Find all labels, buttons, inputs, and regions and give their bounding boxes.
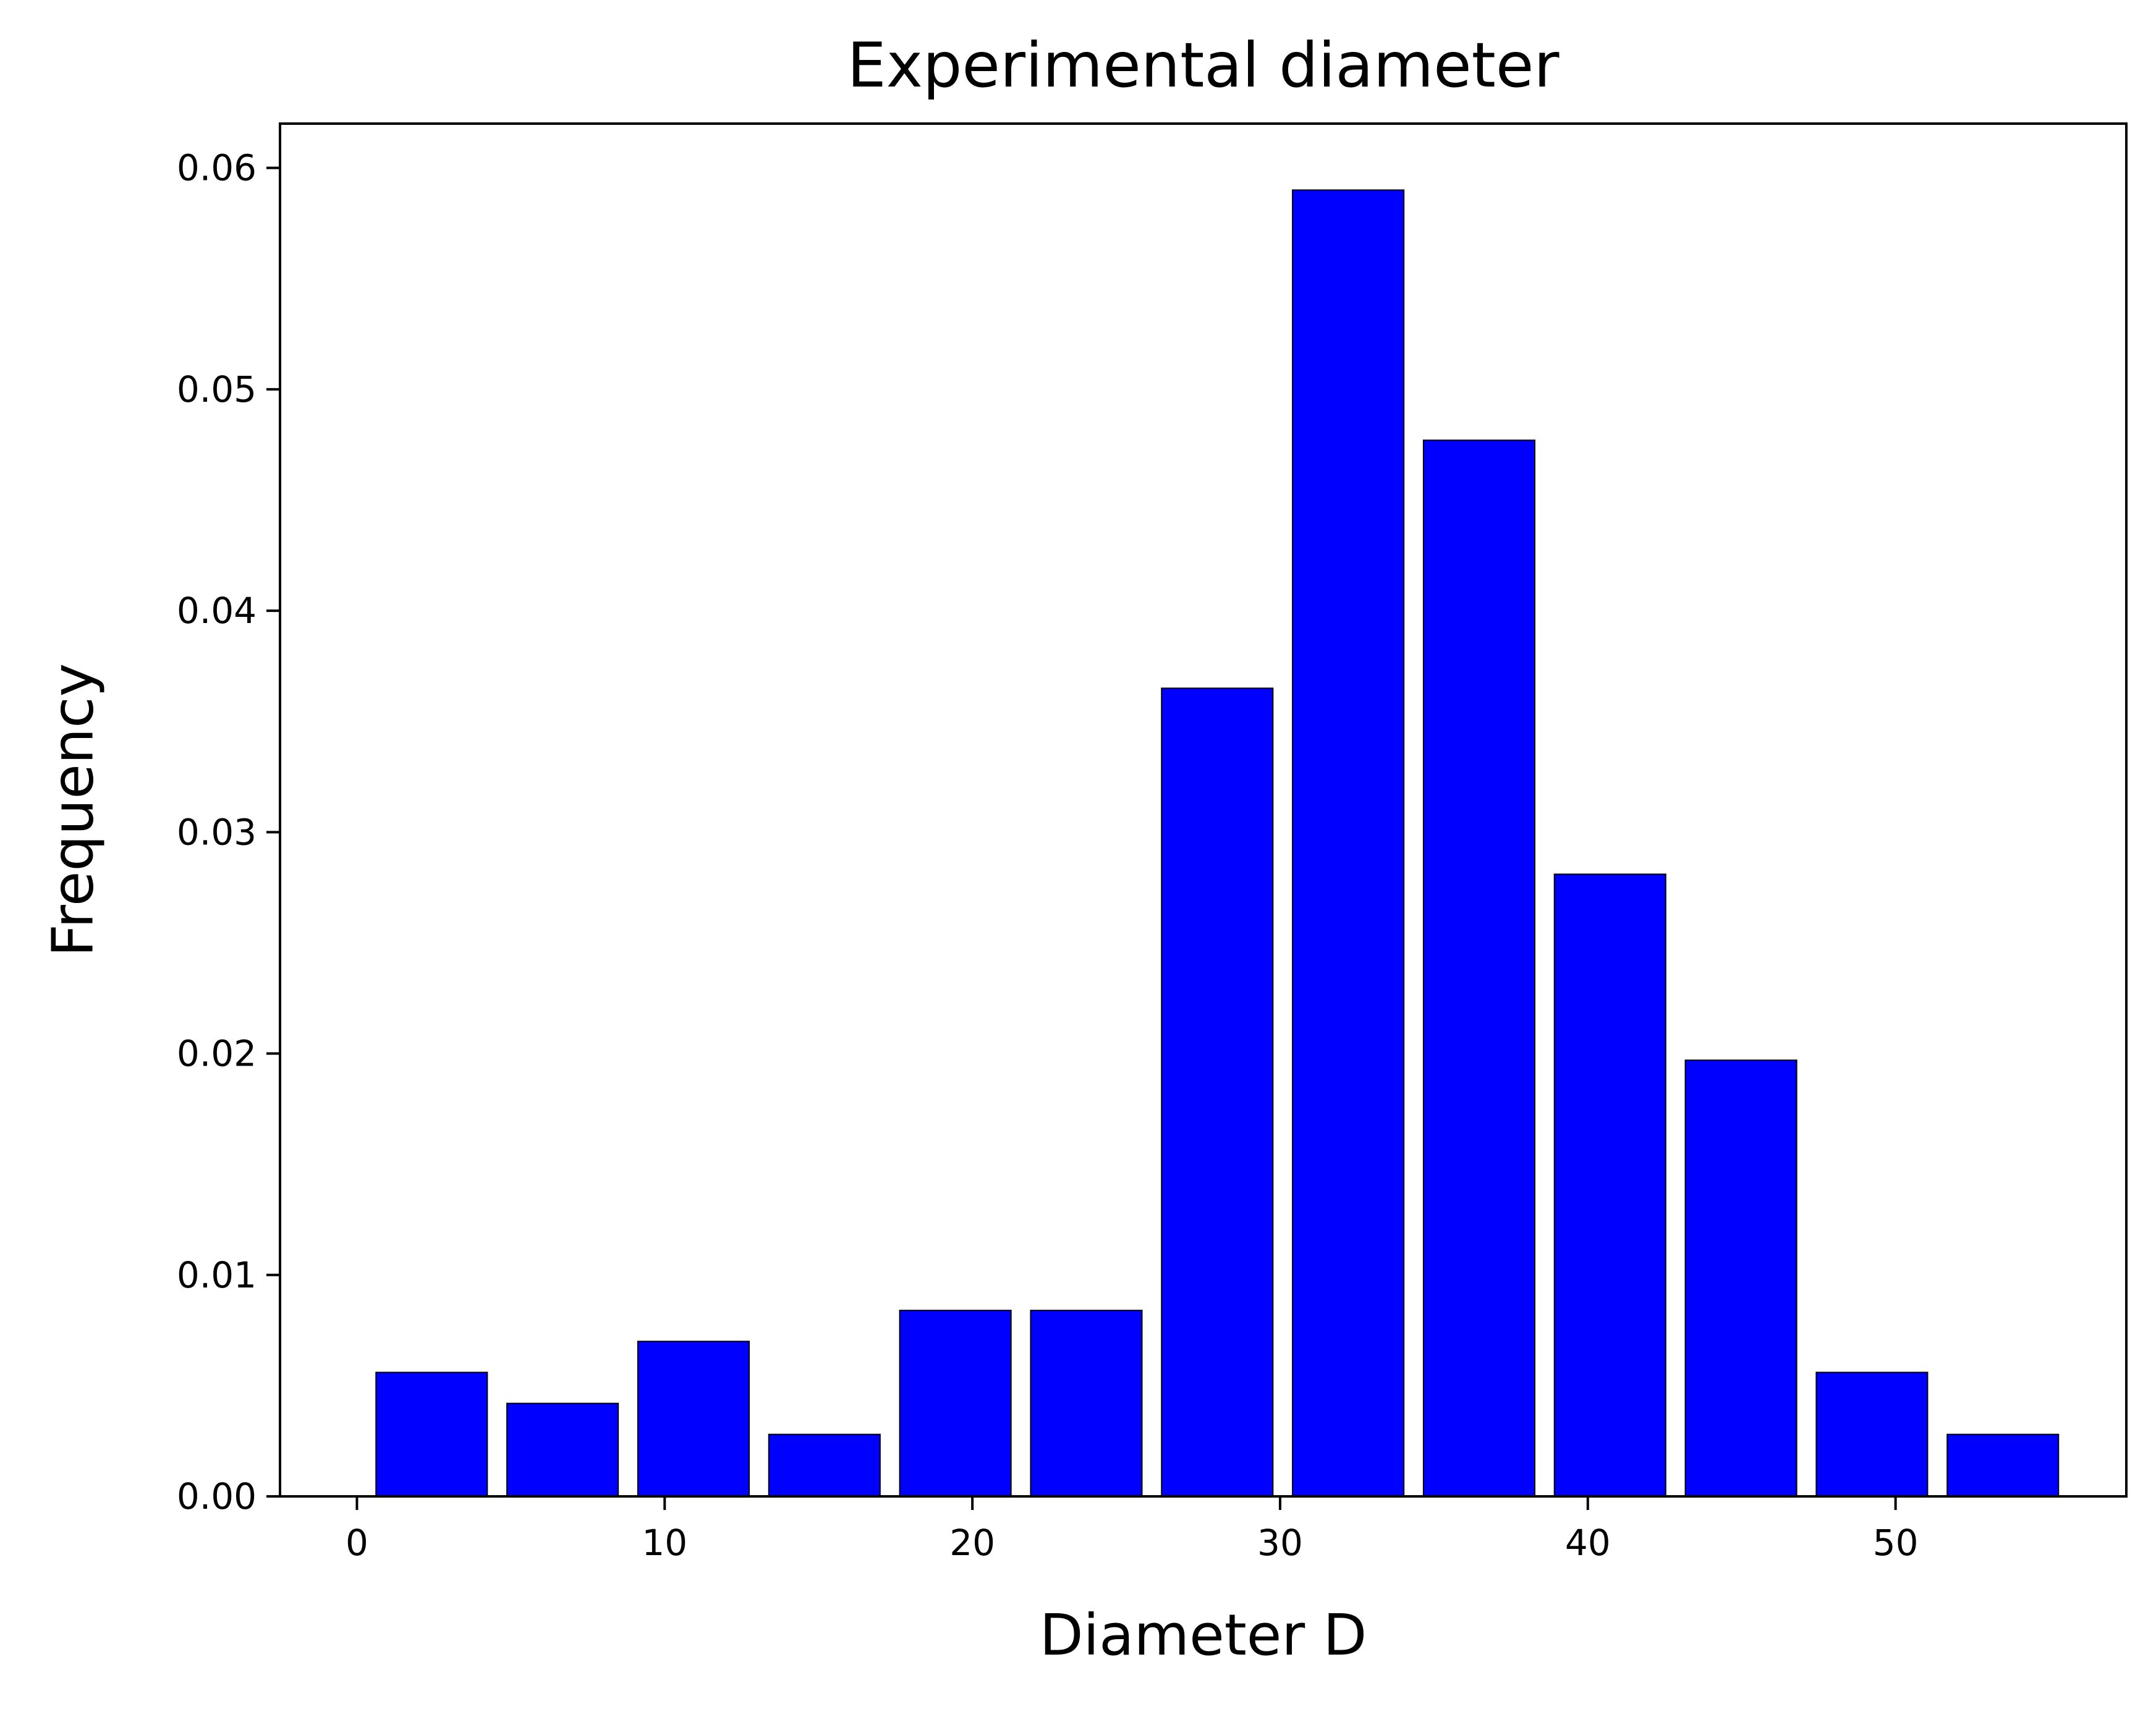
x-axis-ticks: 0 10 20 30 40 50 (346, 1496, 1919, 1564)
x-tick-label: 50 (1873, 1522, 1919, 1564)
bars-group (375, 189, 2060, 1498)
histogram-bar (375, 1372, 488, 1497)
x-axis-label: Diameter D (1040, 1602, 1367, 1668)
y-tick-label: 0.03 (177, 811, 257, 853)
x-tick-label: 40 (1565, 1522, 1611, 1564)
y-axis-ticks: 0.00 0.01 0.02 0.03 0.04 0.05 0.06 (177, 147, 280, 1517)
histogram-bar (1946, 1433, 2060, 1497)
histogram-bar (1292, 189, 1405, 1497)
y-tick-label: 0.02 (177, 1033, 257, 1075)
histogram-bar (1161, 687, 1274, 1497)
x-tick-label: 30 (1257, 1522, 1303, 1564)
y-tick-label: 0.04 (177, 590, 257, 632)
plot-frame (279, 122, 2128, 1498)
histogram-bar (768, 1433, 881, 1497)
y-tick-label: 0.06 (177, 147, 257, 189)
histogram-bar (1553, 873, 1666, 1497)
histogram-bar (506, 1402, 619, 1497)
histogram-bar (637, 1341, 750, 1498)
histogram-bar (1030, 1310, 1143, 1497)
y-tick-label: 0.00 (177, 1475, 257, 1517)
histogram-bar (899, 1310, 1012, 1497)
x-tick-label: 20 (949, 1522, 995, 1564)
chart-title: Experimental diameter (847, 29, 1560, 101)
histogram-bar (1422, 439, 1535, 1497)
x-tick-label: 10 (642, 1522, 687, 1564)
y-tick-label: 0.01 (177, 1254, 257, 1296)
y-tick-label: 0.05 (177, 368, 257, 410)
histogram-bar (1684, 1059, 1797, 1497)
y-axis-label: Frequency (40, 663, 106, 957)
x-tick-label: 0 (346, 1522, 368, 1564)
histogram-bar (1815, 1372, 1929, 1497)
